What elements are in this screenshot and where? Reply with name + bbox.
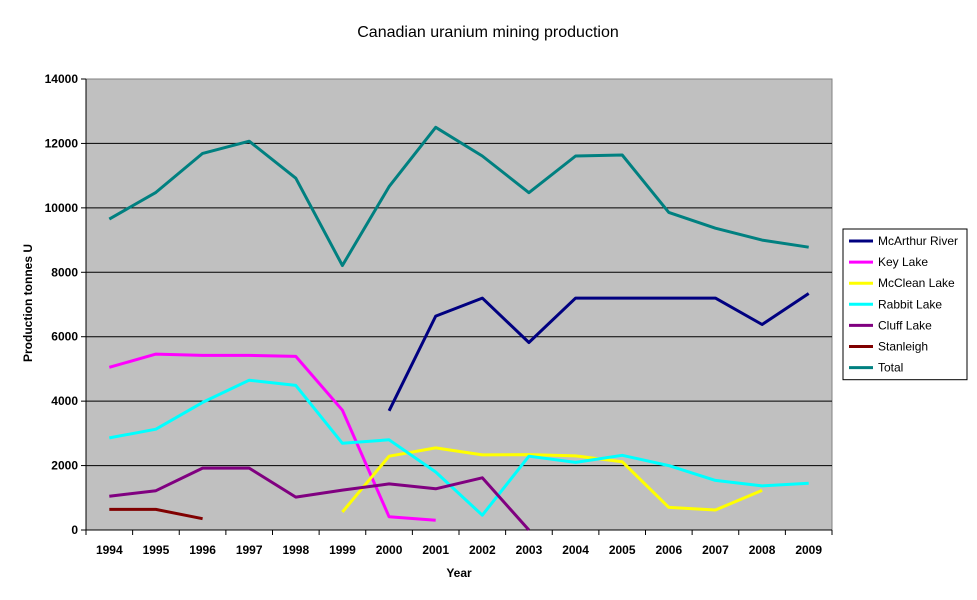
legend-item: McClean Lake: [849, 276, 955, 290]
x-tick-label: 2001: [422, 543, 449, 557]
plot-background: [85, 78, 833, 531]
x-tick-label: 2004: [562, 543, 589, 557]
x-axis-label: Year: [446, 566, 472, 580]
x-axis: 1994 1995 1996 1997 1998 1999 2000 2001 2002 2003…: [85, 529, 833, 557]
x-tick-label: 2002: [469, 543, 496, 557]
x-tick-label: 2007: [702, 543, 729, 557]
x-tick-label: 2005: [609, 543, 636, 557]
x-tick-label: 1997: [236, 543, 263, 557]
chart-title: Canadian uranium mining production: [357, 24, 619, 41]
series-line-mcarthur-river: [387, 292, 810, 412]
legend-label: McArthur River: [878, 234, 958, 248]
legend: McArthur River Key Lake McClean Lake Rabbit…: [842, 228, 968, 381]
x-tick-label: 2009: [795, 543, 822, 557]
series-line-stanleigh: [109, 507, 203, 521]
x-tick-label: 2000: [376, 543, 403, 557]
x-tick-label: 1995: [143, 543, 170, 557]
y-tick-label: 0: [71, 523, 78, 537]
y-tick-label: 2000: [51, 459, 78, 473]
y-axis-label: Production tonnes U: [21, 244, 35, 362]
series-line-rabbit-lake: [109, 378, 809, 517]
series-line-key-lake: [108, 352, 436, 522]
plot-area: [85, 78, 833, 531]
y-tick-label: 10000: [45, 201, 79, 215]
legend-label: Rabbit Lake: [878, 297, 942, 311]
series-line-total: [108, 125, 809, 267]
y-axis: 0 2000 4000 6000 8000 10000 12000 14000: [45, 72, 87, 537]
x-tick-label: 1994: [96, 543, 123, 557]
legend-item: McArthur River: [849, 234, 958, 248]
x-tick-label: 2006: [655, 543, 682, 557]
legend-item: Cluff Lake: [849, 318, 932, 332]
legend-label: Stanleigh: [878, 340, 928, 354]
y-tick-label: 14000: [45, 72, 79, 86]
legend-label: Total: [878, 361, 903, 375]
legend-label: Cluff Lake: [878, 318, 932, 332]
legend-item: Rabbit Lake: [849, 297, 942, 311]
series-line-cluff-lake: [109, 466, 531, 531]
y-tick-label: 4000: [51, 394, 78, 408]
x-tick-label: 2003: [516, 543, 543, 557]
legend-item: Key Lake: [849, 255, 928, 269]
x-tick-label: 1998: [282, 543, 309, 557]
series-line-mcclean-lake: [341, 446, 763, 513]
legend-label: McClean Lake: [878, 276, 955, 290]
y-tick-label: 8000: [51, 265, 78, 279]
x-tick-label: 1999: [329, 543, 356, 557]
x-tick-label: 2008: [749, 543, 776, 557]
y-tick-label: 6000: [51, 330, 78, 344]
legend-item: Stanleigh: [849, 340, 928, 354]
series-lines: [108, 125, 810, 531]
legend-label: Key Lake: [878, 255, 928, 269]
x-tick-label: 1996: [189, 543, 216, 557]
y-tick-label: 12000: [45, 136, 79, 150]
legend-item: Total: [849, 361, 903, 375]
